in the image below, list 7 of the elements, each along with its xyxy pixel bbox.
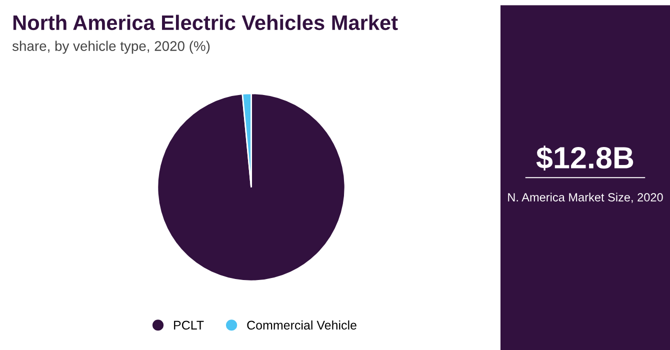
- legend-label: PCLT: [174, 320, 204, 330]
- chart-subtitle: share, by vehicle type, 2020 (%): [12, 40, 210, 54]
- pie-slice: [156, 92, 346, 282]
- legend-label: Commercial Vehicle: [247, 320, 356, 330]
- text: N. America Market Size, 2020: [508, 192, 663, 203]
- text: $12.8B: [536, 146, 634, 171]
- chart-title: North America Electric Vehicles Market: [13, 14, 398, 30]
